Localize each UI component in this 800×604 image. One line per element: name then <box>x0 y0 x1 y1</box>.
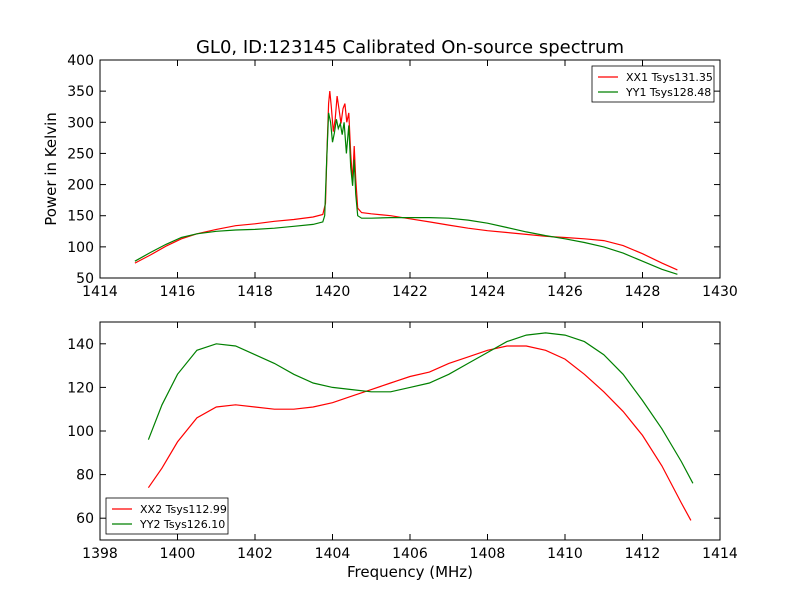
x-tick-label: 1420 <box>315 284 351 300</box>
legend: XX2 Tsys112.99 YY2 Tsys126.10 <box>105 497 229 535</box>
legend-label: YY1 Tsys128.48 <box>625 86 711 99</box>
panel-2: 1398 1400 1402 1404 1406 1408 1410 1412 1414 60 80… <box>67 321 738 562</box>
series-line-2 <box>134 112 678 275</box>
x-tick-label: 1418 <box>237 284 273 300</box>
x-tick-label: 1426 <box>547 284 583 300</box>
panel-1: 1414 1416 1418 1420 1422 1424 1426 1428 1430 50 10… <box>67 53 738 300</box>
y-tick-label: 60 <box>76 511 94 527</box>
y-tick-label: 80 <box>76 468 94 484</box>
y-tick-label: 200 <box>67 178 94 194</box>
y-tick-label: 100 <box>67 424 94 440</box>
y-tick-label: 100 <box>67 240 94 256</box>
figure-title: GL0, ID:123145 Calibrated On-source spec… <box>196 37 624 58</box>
y-tick-label: 250 <box>67 146 94 162</box>
x-tick-label: 1402 <box>237 546 273 562</box>
legend-label: YY2 Tsys126.10 <box>139 518 225 531</box>
x-axis-label: Frequency (MHz) <box>347 563 473 581</box>
legend-label: XX2 Tsys112.99 <box>140 503 227 516</box>
x-tick-label: 1398 <box>82 546 118 562</box>
x-tick-label: 1400 <box>160 546 196 562</box>
y-tick-label: 140 <box>67 337 94 353</box>
y-tick-label: 350 <box>67 84 94 100</box>
y-tick-label: 120 <box>67 380 94 396</box>
x-tick-label: 1404 <box>315 546 351 562</box>
x-tick-label: 1428 <box>625 284 661 300</box>
x-tick-label: 1412 <box>625 546 661 562</box>
x-tick-label: 1430 <box>702 284 738 300</box>
x-tick-label: 1416 <box>160 284 196 300</box>
y-tick-label: 400 <box>67 53 94 69</box>
series-line-1 <box>134 91 678 271</box>
x-tick-label: 1422 <box>392 284 428 300</box>
y-tick-label: 150 <box>67 209 94 225</box>
x-tick-label: 1408 <box>470 546 506 562</box>
x-tick-label: 1424 <box>470 284 506 300</box>
x-tick-label: 1406 <box>392 546 428 562</box>
y-tick-label: 300 <box>67 115 94 131</box>
y-tick-label: 50 <box>76 271 94 287</box>
legend-frame <box>591 65 715 103</box>
x-tick-label: 1414 <box>82 284 118 300</box>
series-line-1 <box>147 345 692 521</box>
x-tick-label: 1410 <box>547 546 583 562</box>
x-tick-label: 1414 <box>702 546 738 562</box>
series-line-2 <box>147 332 694 484</box>
legend: XX1 Tsys131.35 YY1 Tsys128.48 <box>591 65 715 103</box>
legend-frame <box>105 497 229 535</box>
chart-panels: 1414 1416 1418 1420 1422 1424 1426 1428 1430 50 10… <box>67 53 738 562</box>
legend-label: XX1 Tsys131.35 <box>626 71 713 84</box>
y-axis-label: Power in Kelvin <box>42 112 60 226</box>
